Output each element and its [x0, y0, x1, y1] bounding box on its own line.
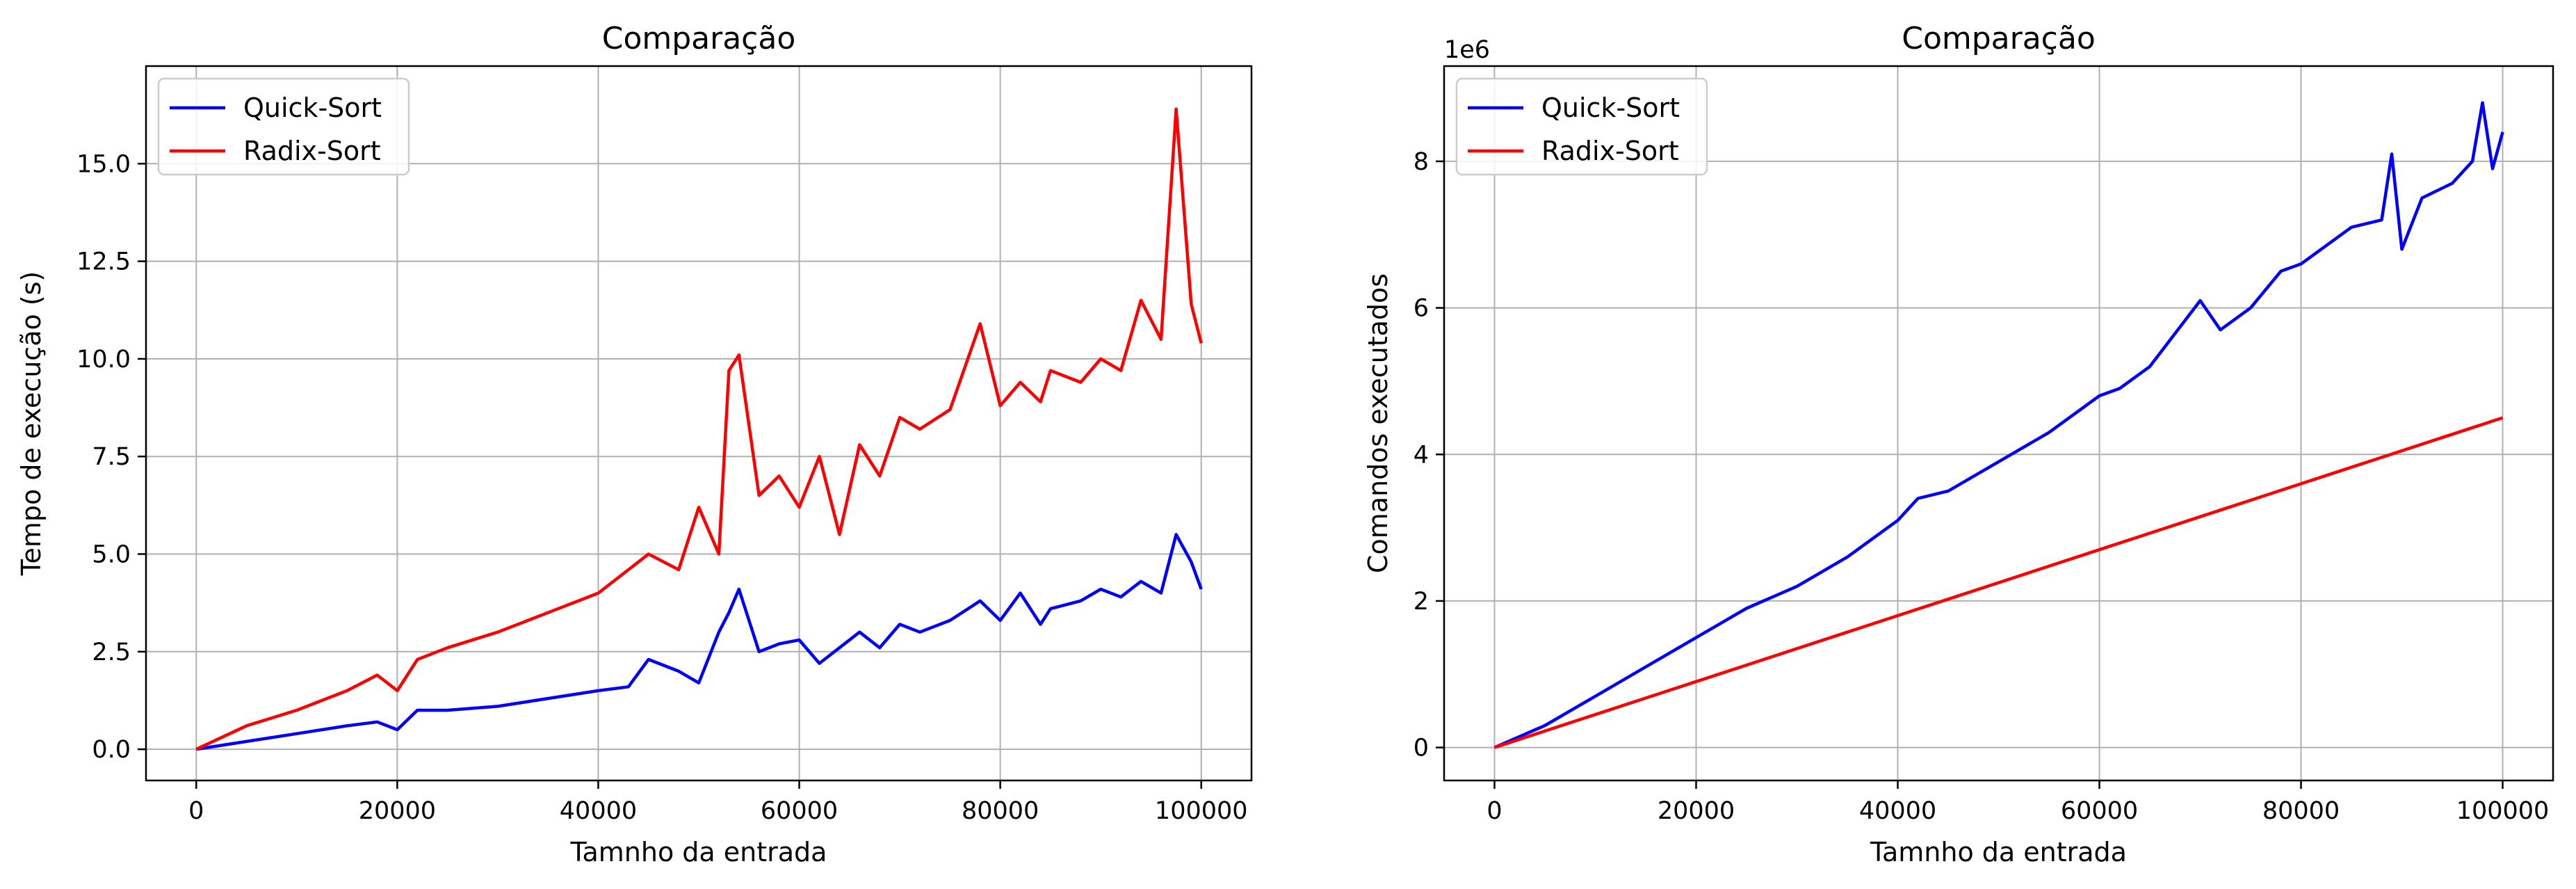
legend: Quick-Sort Radix-Sort — [157, 77, 410, 176]
y-tick-label: 8 — [1413, 148, 1429, 176]
series-line-quick-sort — [1493, 101, 2504, 749]
x-tick-label: 80000 — [2262, 797, 2340, 825]
x-axis-label: Tamnho da entrada — [1870, 837, 2127, 867]
y-tick-label: 4 — [1413, 441, 1429, 469]
y-tick-label: 5.0 — [92, 541, 131, 569]
x-tick-label: 40000 — [1859, 797, 1936, 825]
chart-title: Comparação — [602, 21, 796, 56]
x-tick-label: 20000 — [1658, 797, 1735, 825]
x-tick-label: 100000 — [2456, 797, 2550, 825]
series-line-quick-sort — [195, 533, 1203, 751]
y-offset-label: 1e6 — [1444, 36, 1490, 64]
x-tick-label: 80000 — [962, 797, 1039, 825]
chart-panel-1: 0 20000 40000 60000 80000 100000 0.0 2.5 5.0 7.5 1… — [16, 21, 1253, 867]
y-tick-label: 0 — [1413, 735, 1429, 762]
legend-label: Quick-Sort — [1541, 93, 1680, 123]
y-tick-label: 0.0 — [92, 736, 131, 764]
x-tick-label: 60000 — [2061, 797, 2138, 825]
legend-label: Radix-Sort — [243, 136, 381, 166]
chart-title: Comparação — [1902, 21, 2096, 56]
y-tick-label: 12.5 — [76, 248, 131, 276]
x-tick-label: 100000 — [1155, 797, 1248, 825]
y-axis-label: Comandos executados — [1363, 273, 1393, 573]
axes-frame — [1443, 65, 2554, 782]
x-tick-label: 60000 — [761, 797, 838, 825]
legend: Quick-Sort Radix-Sort — [1455, 77, 1708, 176]
x-tick-label: 20000 — [359, 797, 436, 825]
x-axis-label: Tamnho da entrada — [570, 837, 827, 867]
axes-frame — [145, 65, 1253, 782]
x-tick-label: 0 — [188, 797, 204, 825]
y-tick-label: 2 — [1413, 588, 1429, 616]
chart-panel-2: 0 20000 40000 60000 80000 100000 0 2 4 6 8 1e6 Compa… — [1363, 21, 2554, 867]
x-tick-label: 0 — [1487, 797, 1502, 825]
series-line-radix-sort — [1493, 416, 2504, 749]
series-line-radix-sort — [195, 107, 1203, 751]
legend-label: Quick-Sort — [243, 93, 382, 123]
y-tick-label: 7.5 — [92, 443, 131, 471]
y-tick-label: 10.0 — [76, 346, 131, 374]
y-tick-label: 6 — [1413, 295, 1429, 323]
y-axis-label: Tempo de execução (s) — [16, 271, 47, 577]
legend-label: Radix-Sort — [1541, 136, 1679, 166]
x-tick-label: 40000 — [560, 797, 637, 825]
y-tick-label: 15.0 — [76, 150, 131, 178]
y-tick-label: 2.5 — [92, 639, 131, 666]
